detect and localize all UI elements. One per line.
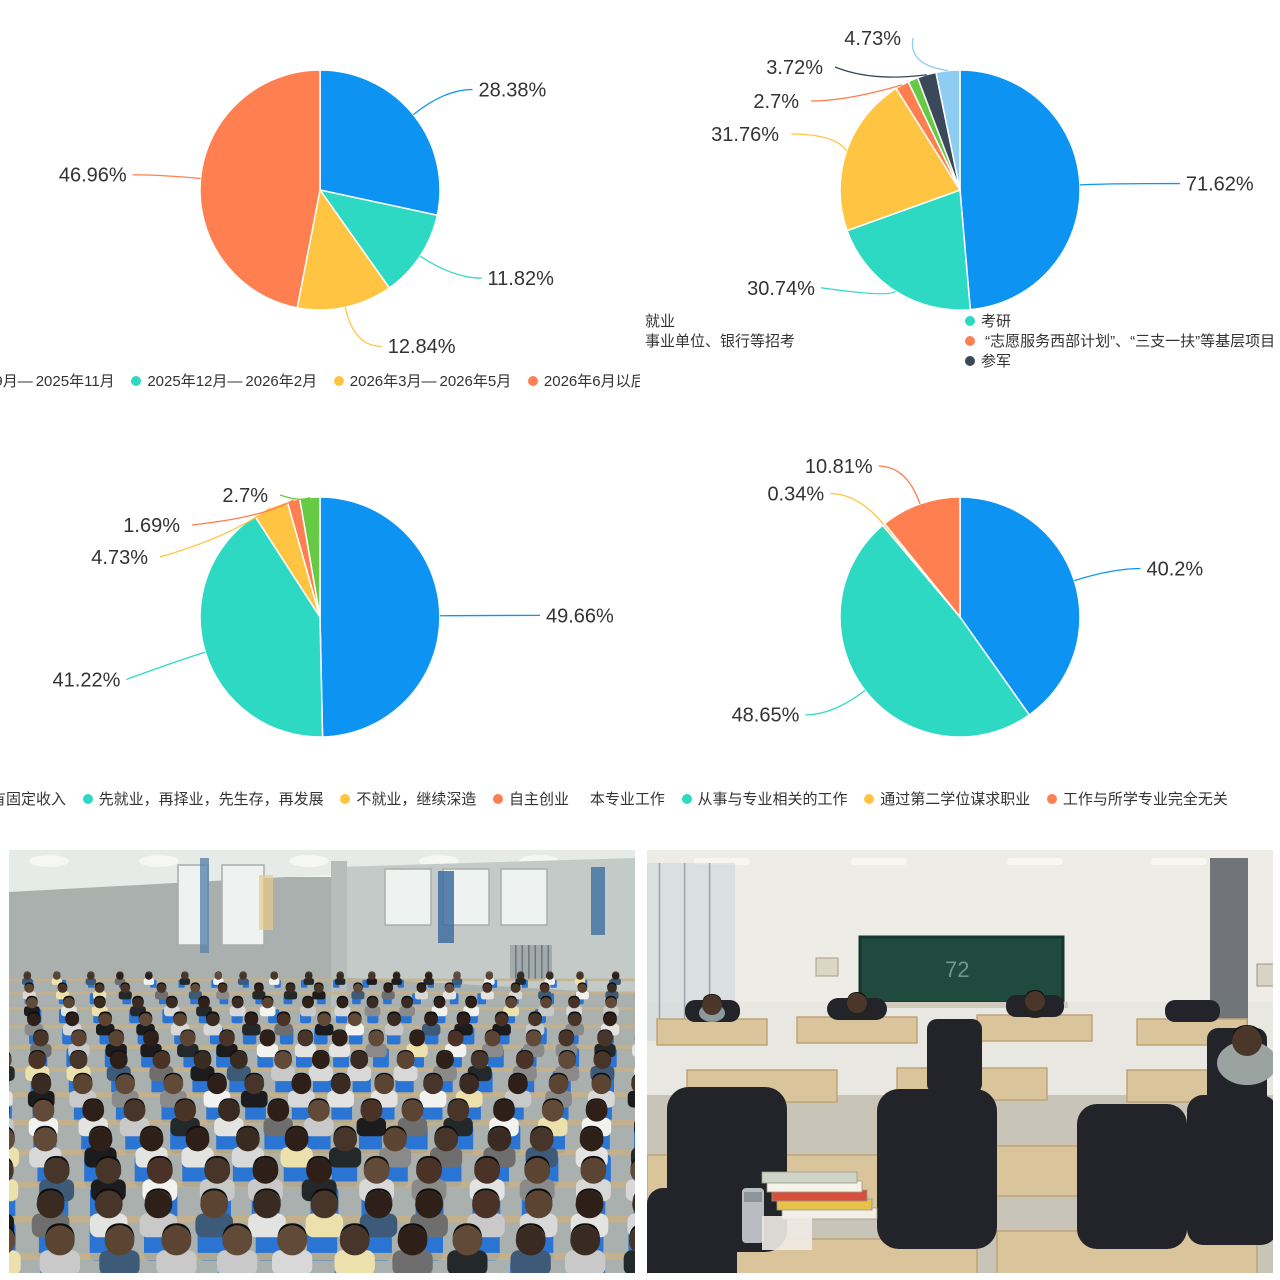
svg-text:11.82%: 11.82%: [488, 268, 555, 290]
svg-text:1.69%: 1.69%: [123, 515, 180, 537]
svg-text:30.74%: 30.74%: [747, 278, 815, 300]
svg-text:71.62%: 71.62%: [1186, 174, 1254, 196]
svg-text:2.7%: 2.7%: [222, 485, 268, 507]
svg-text:0.34%: 0.34%: [767, 483, 824, 505]
svg-text:40.2%: 40.2%: [1146, 558, 1203, 580]
svg-text:41.22%: 41.22%: [53, 669, 121, 691]
svg-text:12.84%: 12.84%: [388, 336, 456, 358]
svg-text:72: 72: [945, 957, 969, 982]
svg-text:3.72%: 3.72%: [766, 57, 823, 79]
svg-text:31.76%: 31.76%: [711, 124, 779, 146]
svg-text:48.65%: 48.65%: [732, 705, 800, 727]
svg-text:10.81%: 10.81%: [805, 456, 873, 478]
svg-text:46.96%: 46.96%: [59, 165, 127, 187]
svg-text:28.38%: 28.38%: [478, 79, 546, 101]
svg-text:2.7%: 2.7%: [753, 91, 799, 113]
svg-text:4.73%: 4.73%: [844, 28, 901, 50]
svg-text:4.73%: 4.73%: [91, 547, 148, 569]
svg-text:49.66%: 49.66%: [546, 605, 614, 627]
